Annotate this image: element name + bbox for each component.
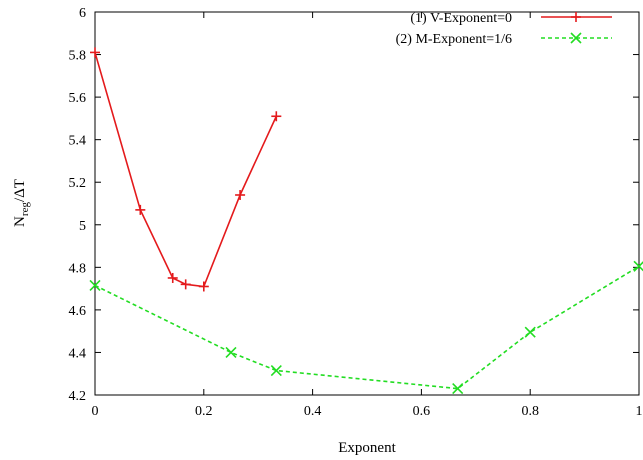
x-tick-label: 0.4 [304, 404, 322, 419]
data-point-series-2 [452, 383, 464, 395]
x-tick-label: 0 [92, 404, 99, 419]
y-axis-title-main: N [12, 216, 28, 227]
y-tick-label: 6 [79, 6, 86, 21]
x-tick-label: 0.2 [195, 404, 213, 419]
y-tick-label: 4.2 [69, 389, 87, 404]
y-axis-title-subscript: reg [19, 202, 31, 217]
series-line-1 [94, 52, 278, 288]
data-point-series-2 [225, 346, 237, 359]
data-point-series-1 [135, 204, 146, 215]
y-tick-label: 4.8 [69, 261, 87, 276]
series-layer [89, 47, 643, 395]
data-point-series-1 [167, 272, 178, 283]
data-point-series-1 [180, 279, 191, 290]
data-point-series-2 [633, 260, 643, 272]
y-tick-label: 4.4 [69, 346, 87, 361]
y-tick-label: 5.8 [69, 49, 87, 64]
data-point-series-1 [271, 111, 282, 122]
data-point-series-1 [235, 189, 246, 200]
data-point-series-1 [90, 47, 100, 58]
y-axis-title: Nreg/ΔT [12, 179, 31, 227]
y-axis-title-tail: /ΔT [12, 179, 28, 202]
x-tick-label: 0.6 [413, 404, 431, 419]
x-axis-title: Exponent [338, 440, 396, 456]
legend: (1) V-Exponent=0 (2) M-Exponent=1/6 [396, 11, 612, 47]
legend-marker [571, 12, 581, 22]
data-point-series-1 [198, 281, 209, 292]
data-point-series-2 [524, 326, 536, 338]
axis-layer: 4.2 4.4 4.6 4.8 5 5.2 5.4 5.6 5.8 6 0 0.2 0.4 0.6 0.8 1 [69, 6, 643, 419]
y-tick-label: 5.4 [69, 134, 87, 149]
data-point-series-2 [270, 364, 282, 377]
y-tick-label: 5.2 [69, 176, 87, 191]
legend-label: (1) V-Exponent=0 [410, 11, 512, 26]
data-point-series-2 [89, 279, 101, 291]
x-tick-label: 0.8 [521, 404, 539, 419]
x-tick-label: 1 [636, 404, 643, 419]
y-tick-label: 5 [79, 219, 86, 234]
legend-marker [570, 32, 582, 44]
legend-label: (2) M-Exponent=1/6 [396, 32, 512, 47]
y-tick-label: 4.6 [69, 304, 87, 319]
y-tick-label: 5.6 [69, 91, 87, 106]
plot-frame [94, 11, 640, 396]
series-line-2 [94, 265, 640, 390]
